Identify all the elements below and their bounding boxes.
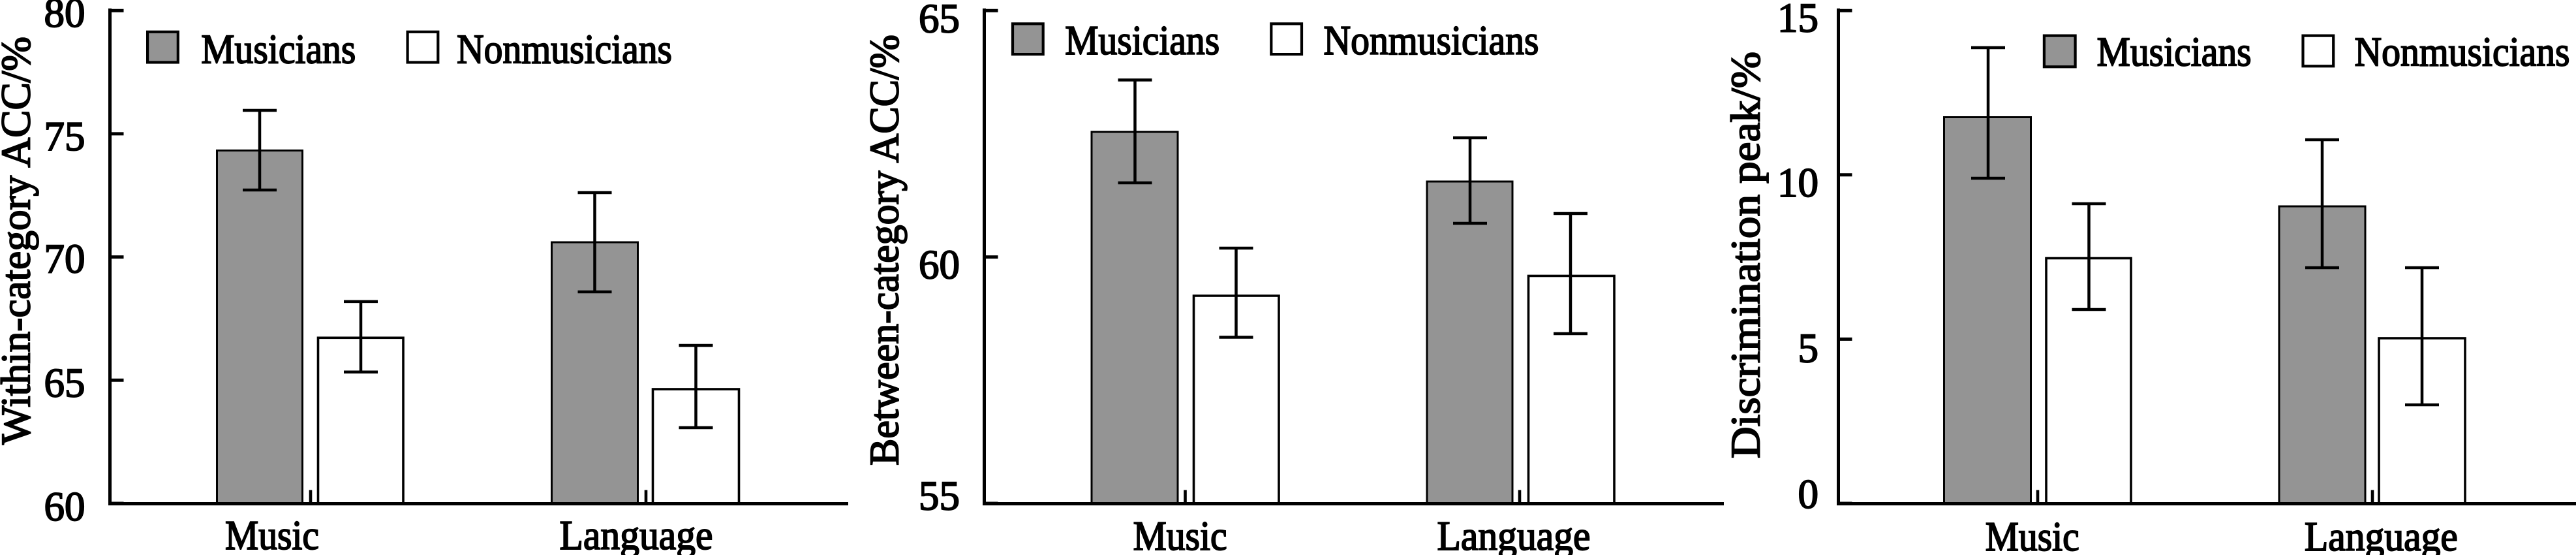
svg-text:Musicians: Musicians — [201, 26, 356, 72]
svg-text:Musicians: Musicians — [2097, 29, 2252, 75]
svg-text:Musicians: Musicians — [1065, 18, 1219, 63]
svg-text:Language: Language — [1437, 513, 1591, 555]
svg-text:Music: Music — [225, 513, 319, 555]
svg-text:80: 80 — [44, 0, 85, 36]
svg-text:65: 65 — [44, 360, 85, 406]
svg-text:Language: Language — [560, 513, 713, 555]
svg-text:Nonmusicians: Nonmusicians — [2355, 29, 2570, 75]
svg-text:10: 10 — [1777, 160, 1818, 206]
svg-text:60: 60 — [919, 242, 960, 288]
svg-text:75: 75 — [44, 114, 85, 159]
svg-text:Between-category ACC/%: Between-category ACC/% — [862, 35, 908, 466]
svg-text:15: 15 — [1777, 0, 1818, 41]
svg-text:60: 60 — [44, 484, 85, 530]
svg-text:65: 65 — [919, 0, 960, 42]
svg-text:55: 55 — [919, 473, 960, 519]
svg-text:Music: Music — [1986, 514, 2079, 555]
svg-text:Nonmusicians: Nonmusicians — [457, 26, 672, 72]
svg-text:5: 5 — [1798, 326, 1819, 372]
svg-text:Within-category ACC/%: Within-category ACC/% — [0, 37, 39, 445]
svg-text:70: 70 — [44, 236, 85, 282]
svg-text:Discrimination peak/%: Discrimination peak/% — [1723, 52, 1769, 458]
svg-text:0: 0 — [1798, 471, 1819, 517]
svg-text:Music: Music — [1133, 513, 1227, 555]
svg-text:Language: Language — [2305, 514, 2458, 555]
svg-text:Nonmusicians: Nonmusicians — [1324, 18, 1539, 63]
